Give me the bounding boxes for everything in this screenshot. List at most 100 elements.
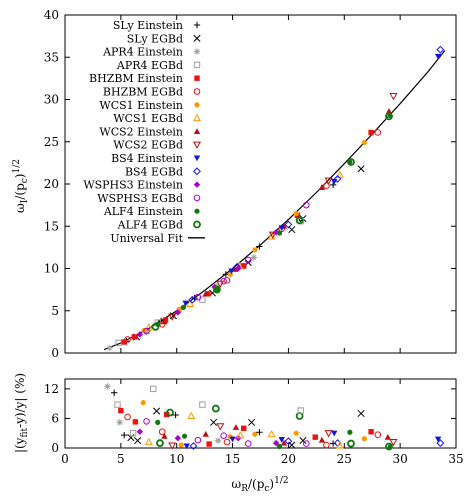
data-point-shape bbox=[357, 165, 365, 173]
residual-point bbox=[295, 412, 304, 420]
residual-point-shape bbox=[303, 440, 310, 447]
data-point bbox=[223, 277, 231, 284]
legend-entry-marker-shape bbox=[193, 167, 201, 176]
legend-entry-marker bbox=[192, 113, 202, 122]
residual-point-shape bbox=[132, 419, 139, 425]
residual-point-shape bbox=[288, 441, 296, 449]
residual-point-shape bbox=[436, 439, 445, 447]
residual-point bbox=[299, 437, 307, 445]
residual-point bbox=[324, 430, 333, 438]
data-point-shape bbox=[131, 334, 137, 340]
residual-point bbox=[140, 400, 146, 406]
data-point-shape bbox=[186, 299, 195, 308]
residual-point-shape bbox=[389, 439, 398, 447]
residual-point-shape bbox=[229, 436, 236, 443]
residual-point bbox=[256, 429, 263, 436]
data-point-shape bbox=[323, 182, 330, 189]
residual-point bbox=[267, 429, 276, 438]
residual-point-shape bbox=[318, 436, 326, 443]
residual-point bbox=[368, 429, 374, 435]
residual-point-shape bbox=[347, 429, 353, 435]
data-point-shape bbox=[216, 280, 225, 288]
data-point bbox=[276, 230, 283, 236]
residual-point bbox=[229, 436, 236, 443]
residual-point-shape bbox=[194, 436, 202, 444]
data-point bbox=[124, 336, 131, 343]
legend-entry-marker-shape bbox=[194, 75, 200, 81]
residual-point bbox=[161, 432, 168, 439]
data-point-shape bbox=[284, 220, 293, 229]
data-point bbox=[220, 277, 227, 285]
data-point-shape bbox=[288, 226, 296, 234]
residual-point bbox=[241, 425, 247, 431]
legend-entry-marker-shape bbox=[193, 128, 201, 134]
legend-entry-marker-shape bbox=[194, 208, 200, 214]
residual-point-shape bbox=[143, 418, 150, 425]
top-y-tick-label: 25 bbox=[44, 135, 59, 149]
residual-point bbox=[143, 418, 150, 425]
top-y-tick-label: 40 bbox=[44, 8, 59, 22]
data-point bbox=[295, 216, 304, 225]
data-point-shape bbox=[213, 285, 221, 294]
data-point-shape bbox=[188, 295, 197, 304]
data-point-shape bbox=[389, 93, 398, 101]
legend-entry-label: WSPHS3 EGBd bbox=[97, 192, 183, 205]
data-point-shape bbox=[194, 293, 202, 301]
data-point-shape bbox=[318, 184, 326, 190]
data-point-shape bbox=[151, 322, 160, 331]
bottom-x-tick-label: 20 bbox=[281, 452, 296, 466]
residual-point-shape bbox=[368, 429, 374, 435]
data-point bbox=[347, 158, 355, 166]
bottom-x-tick-label: 10 bbox=[169, 452, 184, 466]
residual-point bbox=[168, 442, 177, 450]
residual-point bbox=[174, 434, 182, 442]
data-point bbox=[256, 243, 263, 250]
data-point-shape bbox=[250, 254, 257, 261]
data-point bbox=[278, 225, 285, 232]
residual-point-shape bbox=[118, 407, 124, 414]
legend-entry-label: WCS1 Einstein bbox=[99, 99, 183, 112]
residual-point bbox=[136, 428, 144, 435]
residual-point-shape bbox=[168, 442, 177, 450]
residual-point bbox=[236, 430, 245, 439]
residual-point bbox=[318, 436, 326, 443]
legend-entry-marker bbox=[194, 102, 200, 108]
residual-point-shape bbox=[323, 441, 330, 449]
residual-point bbox=[389, 439, 398, 447]
top-y-tick-label: 5 bbox=[51, 304, 59, 318]
residual-point-shape bbox=[280, 439, 288, 446]
residual-point-shape bbox=[166, 408, 174, 417]
residual-point-shape bbox=[324, 430, 333, 438]
data-point bbox=[434, 53, 442, 60]
residual-point bbox=[153, 407, 161, 415]
residual-point bbox=[206, 441, 212, 447]
residual-point-shape bbox=[374, 431, 382, 438]
legend-entry-marker-shape bbox=[193, 48, 201, 55]
residual-point bbox=[374, 431, 382, 438]
legend-entry-marker bbox=[193, 167, 201, 176]
residual-point bbox=[284, 437, 293, 446]
legend-entry-marker-shape bbox=[193, 181, 201, 188]
data-point-shape bbox=[136, 331, 144, 338]
legend-entry-label: BHZBM Einstein bbox=[89, 72, 183, 85]
data-point-shape bbox=[202, 290, 209, 297]
legend-entry-marker bbox=[193, 194, 201, 202]
legend-entry-label: WCS2 EGBd bbox=[113, 139, 183, 152]
residual-point bbox=[357, 409, 365, 418]
data-point bbox=[436, 45, 445, 54]
data-point-shape bbox=[124, 336, 131, 343]
residual-point bbox=[211, 404, 220, 413]
data-point bbox=[174, 309, 182, 316]
data-point bbox=[250, 254, 257, 261]
data-point bbox=[194, 293, 202, 301]
legend-entry-marker bbox=[193, 88, 201, 95]
residual-point-shape bbox=[150, 385, 157, 393]
legend-entry-marker bbox=[193, 128, 201, 134]
residual-point bbox=[172, 411, 179, 419]
bottom-plot-frame bbox=[64, 378, 457, 449]
data-point-shape bbox=[385, 112, 393, 121]
residual-point-shape bbox=[384, 433, 392, 440]
residual-point-shape bbox=[335, 441, 344, 449]
legend-entry-marker-shape bbox=[193, 34, 201, 42]
residual-point bbox=[118, 407, 124, 414]
